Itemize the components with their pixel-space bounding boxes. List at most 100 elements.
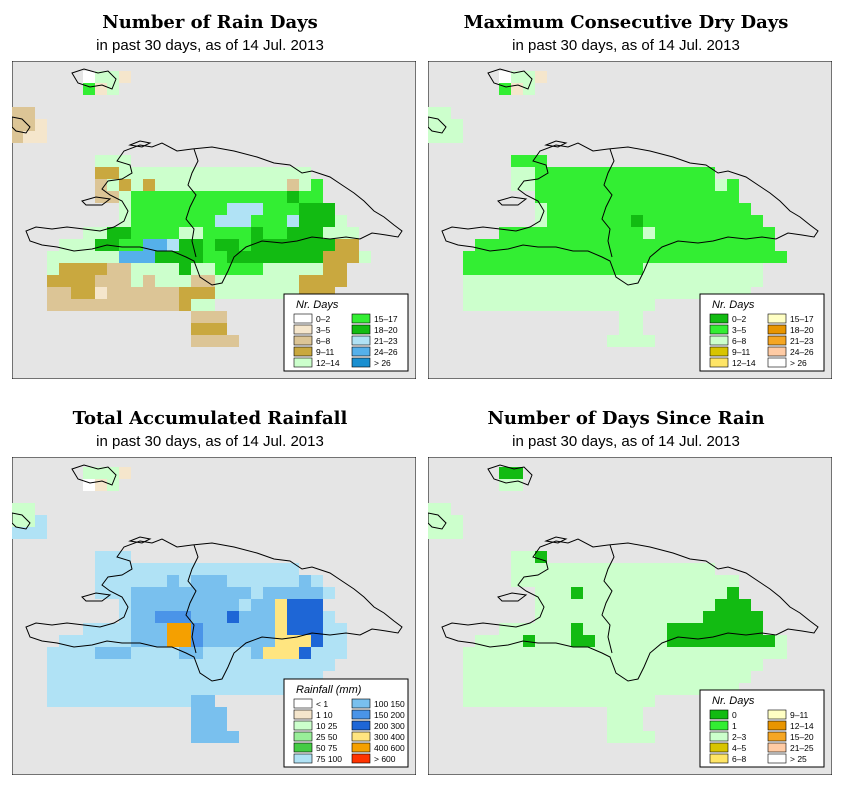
grid-cell: [131, 191, 143, 203]
grid-cell: [727, 215, 739, 227]
legend-label: 9–11: [732, 347, 751, 357]
grid-cell: [499, 467, 511, 479]
grid-cell: [311, 659, 323, 671]
grid-cell: [35, 119, 47, 131]
grid-cell: [227, 227, 239, 239]
grid-cell: [715, 191, 727, 203]
grid-cell: [715, 275, 727, 287]
grid-cell: [511, 551, 523, 563]
grid-cell: [475, 659, 487, 671]
grid-cell: [499, 251, 511, 263]
grid-cell: [535, 683, 547, 695]
grid-cell: [607, 563, 619, 575]
grid-cell: [227, 239, 239, 251]
grid-cell: [191, 671, 203, 683]
grid-cell: [251, 227, 263, 239]
grid-cell: [655, 623, 667, 635]
coastline-path: [497, 592, 528, 602]
grid-cell: [215, 611, 227, 623]
legend-label: 18–20: [790, 325, 814, 335]
grid-cell: [583, 563, 595, 575]
grid-cell: [607, 251, 619, 263]
grid-cell: [119, 623, 131, 635]
grid-cell: [191, 731, 203, 743]
grid-cell: [203, 707, 215, 719]
grid-cell: [523, 155, 535, 167]
grid-cell: [511, 275, 523, 287]
grid-cell: [107, 695, 119, 707]
grid-cell: [119, 191, 131, 203]
grid-cell: [275, 599, 287, 611]
grid-cell: [71, 695, 83, 707]
grid-cell: [119, 251, 131, 263]
grid-cell: [143, 275, 155, 287]
grid-cell: [59, 299, 71, 311]
grid-cell: [95, 683, 107, 695]
grid-cell: [523, 299, 535, 311]
coastline-path: [71, 68, 117, 90]
coastline-path: [12, 512, 31, 530]
legend-label: 3–5: [732, 325, 746, 335]
panel-max-dry-days: Maximum Consecutive Dry Days in past 30 …: [416, 0, 836, 390]
grid-cell: [475, 683, 487, 695]
grid-cell: [203, 731, 215, 743]
grid-cell: [131, 659, 143, 671]
grid-cell: [203, 263, 215, 275]
grid-cell: [23, 515, 35, 527]
grid-cell: [751, 623, 763, 635]
grid-cell: [311, 599, 323, 611]
grid-cell: [511, 623, 523, 635]
grid-cell: [583, 191, 595, 203]
grid-cell: [323, 239, 335, 251]
grid-cell: [287, 203, 299, 215]
grid-cell: [571, 263, 583, 275]
grid-cell: [523, 551, 535, 563]
grid-cell: [583, 611, 595, 623]
grid-cell: [547, 575, 559, 587]
grid-cell: [215, 623, 227, 635]
grid-cell: [667, 623, 679, 635]
grid-cell: [727, 659, 739, 671]
legend-label: 15–17: [790, 314, 814, 324]
grid-cell: [715, 575, 727, 587]
grid-cell: [179, 215, 191, 227]
grid-cell: [643, 299, 655, 311]
legend-label: 10 25: [316, 721, 338, 731]
grid-cell: [131, 587, 143, 599]
grid-cell: [679, 599, 691, 611]
grid-cell: [631, 191, 643, 203]
grid-cell: [191, 251, 203, 263]
grid-cell: [47, 647, 59, 659]
coastline-path: [128, 536, 152, 544]
grid-cell: [595, 659, 607, 671]
grid-cell: [203, 167, 215, 179]
grid-cell: [535, 287, 547, 299]
grid-cell: [167, 599, 179, 611]
grid-cell: [463, 671, 475, 683]
grid-cell: [583, 263, 595, 275]
grid-cell: [703, 179, 715, 191]
grid-cell: [203, 719, 215, 731]
grid-cell: [643, 647, 655, 659]
grid-cell: [191, 707, 203, 719]
grid-cell: [203, 635, 215, 647]
grid-cell: [335, 239, 347, 251]
grid-cell: [547, 191, 559, 203]
grid-cell: [631, 227, 643, 239]
grid-cell: [679, 251, 691, 263]
grid-cell: [131, 299, 143, 311]
grid-cell: [428, 527, 439, 539]
grid-cell: [463, 647, 475, 659]
legend-swatch: [709, 335, 729, 346]
grid-cell: [12, 503, 23, 515]
coastline-path: [185, 148, 199, 258]
grid-cell: [263, 659, 275, 671]
grid-cell: [643, 227, 655, 239]
grid-cell: [95, 263, 107, 275]
grid-cell: [595, 611, 607, 623]
legend-swatch: [351, 720, 371, 731]
grid-cell: [619, 635, 631, 647]
grid-cell: [547, 167, 559, 179]
grid-cell: [119, 227, 131, 239]
